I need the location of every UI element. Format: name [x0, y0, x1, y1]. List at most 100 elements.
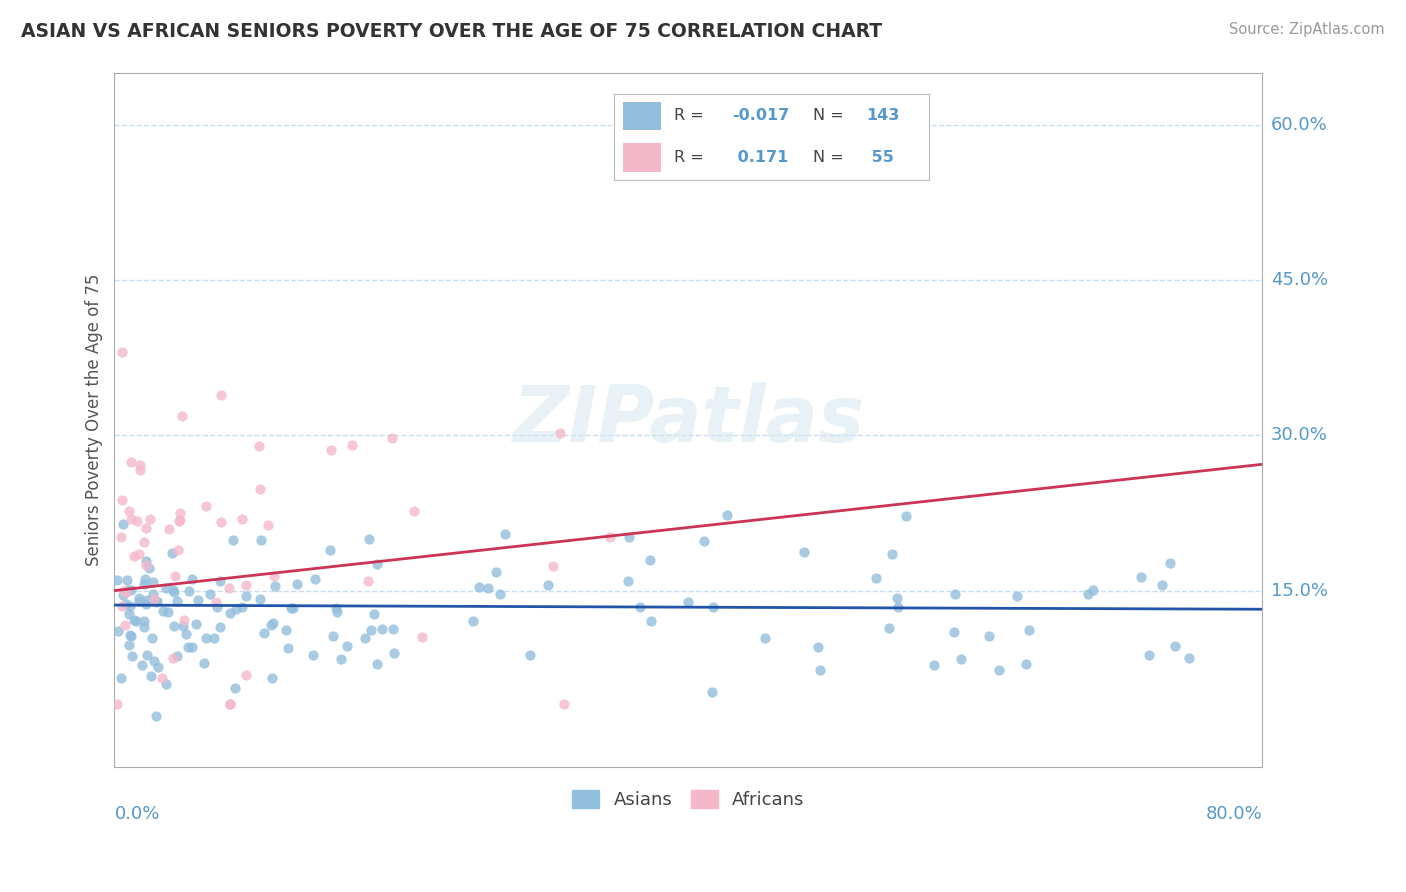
Point — [263, 569, 285, 583]
Point — [135, 554, 157, 568]
Point — [253, 626, 276, 640]
Point — [136, 648, 159, 662]
Point — [173, 613, 195, 627]
Point — [280, 601, 302, 615]
Text: ZIPatlas: ZIPatlas — [512, 382, 865, 458]
Point — [979, 629, 1001, 643]
Point — [865, 571, 887, 585]
Point — [150, 671, 173, 685]
Point — [381, 431, 404, 445]
Point — [281, 601, 304, 615]
Y-axis label: Seniors Poverty Over the Age of 75: Seniors Poverty Over the Age of 75 — [86, 274, 103, 566]
Point — [114, 618, 136, 632]
Point — [894, 508, 917, 523]
Point — [322, 629, 344, 643]
Point — [988, 663, 1011, 677]
Point — [231, 600, 253, 615]
Point — [257, 518, 280, 533]
Point — [224, 681, 246, 695]
Point — [249, 592, 271, 607]
Point — [260, 618, 283, 632]
Point — [121, 648, 143, 663]
Point — [301, 648, 323, 662]
Text: 45.0%: 45.0% — [1271, 271, 1327, 289]
Point — [382, 622, 405, 636]
Point — [128, 594, 150, 608]
Point — [120, 582, 142, 597]
Text: 60.0%: 60.0% — [1271, 116, 1327, 134]
Point — [716, 508, 738, 523]
Point — [887, 599, 910, 614]
Point — [548, 425, 571, 440]
Point — [134, 615, 156, 629]
Point — [141, 631, 163, 645]
Point — [205, 600, 228, 615]
Point — [118, 638, 141, 652]
Point — [165, 569, 187, 583]
Point — [218, 581, 240, 595]
Point — [135, 597, 157, 611]
Point — [169, 507, 191, 521]
Point — [156, 605, 179, 619]
Point — [129, 458, 152, 472]
Point — [494, 527, 516, 541]
Point — [329, 652, 352, 666]
Point — [880, 547, 903, 561]
Legend: Asians, Africans: Asians, Africans — [565, 782, 811, 816]
Point — [208, 619, 231, 633]
Point — [949, 651, 972, 665]
Point — [155, 581, 177, 595]
Point — [120, 599, 142, 613]
Point — [336, 640, 359, 654]
Point — [112, 584, 135, 599]
Point — [1137, 648, 1160, 663]
Point — [118, 628, 141, 642]
Point — [110, 530, 132, 544]
Point — [489, 586, 512, 600]
Point — [519, 648, 541, 662]
Point — [127, 514, 149, 528]
Point — [640, 614, 662, 628]
Point — [1018, 623, 1040, 637]
Point — [922, 657, 945, 672]
Point — [235, 668, 257, 682]
Point — [277, 640, 299, 655]
Point — [120, 629, 142, 643]
Point — [202, 632, 225, 646]
Point — [1005, 589, 1028, 603]
Point — [111, 345, 134, 359]
Point — [461, 614, 484, 628]
Point — [304, 572, 326, 586]
Point — [700, 685, 723, 699]
Point — [139, 512, 162, 526]
Point — [122, 613, 145, 627]
Point — [382, 646, 405, 660]
Point — [702, 599, 724, 614]
Point — [219, 697, 242, 711]
Point — [218, 606, 240, 620]
Point — [485, 565, 508, 579]
Point — [169, 513, 191, 527]
Point — [342, 438, 364, 452]
Point — [616, 574, 638, 589]
Point — [138, 561, 160, 575]
Point — [166, 649, 188, 664]
Text: ASIAN VS AFRICAN SENIORS POVERTY OVER THE AGE OF 75 CORRELATION CHART: ASIAN VS AFRICAN SENIORS POVERTY OVER TH… — [21, 22, 882, 41]
Point — [132, 535, 155, 549]
Point — [1015, 657, 1038, 672]
Point — [132, 620, 155, 634]
Point — [118, 504, 141, 518]
Text: 80.0%: 80.0% — [1205, 805, 1263, 823]
Point — [366, 557, 388, 571]
Point — [142, 592, 165, 607]
Point — [135, 521, 157, 535]
Point — [115, 598, 138, 612]
Point — [166, 594, 188, 608]
Point — [676, 595, 699, 609]
Point — [105, 573, 128, 587]
Point — [357, 574, 380, 588]
Point — [160, 546, 183, 560]
Point — [141, 575, 163, 590]
Point — [187, 592, 209, 607]
Point — [105, 698, 128, 712]
